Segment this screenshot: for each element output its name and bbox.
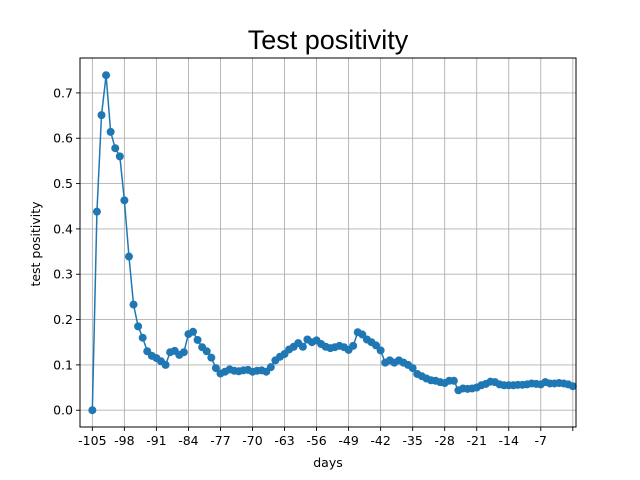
plot-frame <box>79 57 577 428</box>
x-tick-label-0: -105 <box>78 433 106 448</box>
y-tick-label-7: 0.7 <box>53 85 73 100</box>
data-points <box>88 71 577 415</box>
data-point-23 <box>193 335 202 344</box>
x-tick-label-3: -84 <box>178 433 198 448</box>
data-point-70 <box>408 364 417 373</box>
data-point-39 <box>266 363 275 372</box>
x-tick-label-2: -91 <box>146 433 166 448</box>
y-tick-label-3: 0.3 <box>53 267 73 282</box>
x-tick-label-10: -35 <box>402 433 422 448</box>
data-point-4 <box>106 127 115 136</box>
x-tick-label-11: -28 <box>434 433 454 448</box>
data-point-6 <box>115 152 124 161</box>
y-tick-label-1: 0.1 <box>53 357 73 372</box>
x-axis-label: days <box>313 455 343 470</box>
data-point-16 <box>161 360 170 369</box>
data-point-57 <box>349 341 358 350</box>
y-axis-label: test positivity <box>28 201 43 287</box>
data-point-1 <box>92 207 101 216</box>
data-point-105 <box>568 382 577 391</box>
x-tick-label-6: -63 <box>274 433 294 448</box>
x-tick-label-4: -77 <box>210 433 230 448</box>
data-point-26 <box>207 353 216 362</box>
data-point-2 <box>97 111 106 120</box>
x-tick-label-14: -7 <box>535 433 547 448</box>
data-point-79 <box>449 376 458 385</box>
y-tick-label-5: 0.5 <box>53 176 73 191</box>
data-point-46 <box>298 342 307 351</box>
data-point-22 <box>189 327 198 336</box>
x-tick-label-7: -56 <box>306 433 326 448</box>
data-point-9 <box>129 300 138 309</box>
x-tick-label-12: -21 <box>466 433 486 448</box>
data-point-8 <box>124 252 133 261</box>
data-point-5 <box>111 144 120 153</box>
y-tick-label-4: 0.4 <box>53 221 73 236</box>
data-point-25 <box>202 347 211 356</box>
data-point-0 <box>88 406 97 415</box>
data-point-11 <box>138 333 147 342</box>
data-point-20 <box>179 348 188 357</box>
data-point-10 <box>134 322 143 331</box>
x-tick-label-9: -42 <box>370 433 390 448</box>
x-tick-label-8: -49 <box>338 433 358 448</box>
data-point-3 <box>102 71 111 80</box>
axis-ticks: -105 -98 -91 -84 -77 -70 -63 -56 -49 -42 -35 -28 -21… <box>53 85 574 448</box>
y-tick-label-0: 0.0 <box>53 403 73 418</box>
x-tick-label-5: -70 <box>242 433 262 448</box>
x-tick-label-13: -14 <box>499 433 519 448</box>
y-tick-label-2: 0.2 <box>53 312 73 327</box>
chart-title: Test positivity <box>248 25 409 55</box>
data-point-63 <box>376 346 385 355</box>
y-tick-label-6: 0.6 <box>53 131 73 146</box>
data-point-7 <box>120 196 129 205</box>
data-point-27 <box>211 364 220 373</box>
x-tick-label-1: -98 <box>114 433 134 448</box>
